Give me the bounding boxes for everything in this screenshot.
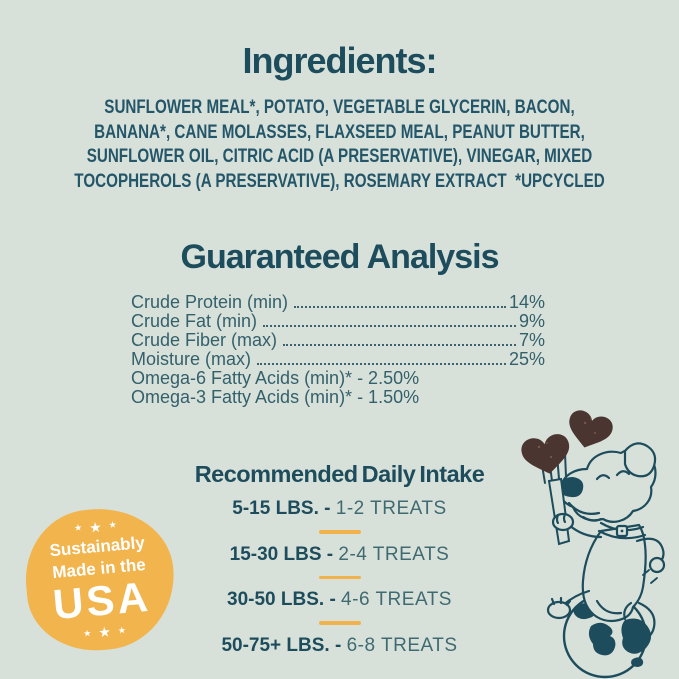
badge-usa-text: USA	[51, 572, 153, 629]
ingredients-list: SUNFLOWER MEAL*, POTATO, VEGETABLE GLYCE…	[74, 97, 605, 193]
daily-intake-title: Recommended Daily Intake	[194, 461, 485, 487]
star-row: ★ ★ ★	[83, 623, 127, 641]
star-icon: ★	[88, 518, 103, 536]
star-icon: ★	[97, 623, 112, 641]
star-icon: ★	[73, 522, 83, 534]
intake-treats: 4-6 TREATS	[341, 589, 452, 610]
analysis-row: Omega-6 Fatty Acids (min)* - 2.50%	[131, 367, 545, 388]
dot-leader	[294, 306, 506, 308]
intake-separator: -	[329, 589, 336, 610]
analysis-row: Moisture (max) 25%	[131, 348, 545, 369]
intake-weight: 30-50 LBS.	[227, 589, 325, 610]
intake-row: 15-30 LBS - 2-4 TREATS	[0, 543, 679, 565]
analysis-row: Crude Fat (min) 9%	[131, 312, 545, 331]
intake-weight: 5-15 LBS.	[232, 498, 319, 519]
intake-row: 5-15 LBS. - 1-2 TREATS	[0, 499, 679, 519]
analysis-value: 14%	[508, 292, 545, 312]
analysis-label: Crude Fiber (max)	[131, 329, 278, 350]
dot-leader	[257, 362, 506, 365]
dog-illustration	[521, 410, 666, 679]
dog-paw-on-fork	[551, 512, 603, 539]
analysis-label: Moisture (max)	[131, 348, 252, 369]
intake-weight: 15-30 LBS	[229, 543, 322, 565]
intake-treats: 2-4 TREATS	[338, 543, 450, 565]
dot-leader	[263, 324, 516, 327]
intake-row: 50-75+ LBS. - 6-8 TREATS	[0, 634, 679, 656]
ingredients-title: Ingredients:	[242, 40, 437, 81]
analysis-label: Crude Fat (min)	[131, 310, 258, 331]
star-row: ★ ★ ★	[74, 518, 118, 536]
intake-separator: -	[334, 634, 342, 656]
intake-treats: 6-8 TREATS	[346, 634, 458, 656]
analysis-label: Omega-3 Fatty Acids (min)* - 1.50%	[131, 386, 420, 407]
star-icon: ★	[108, 519, 118, 531]
intake-row: 30-50 LBS. - 4-6 TREATS	[0, 590, 679, 610]
guaranteed-analysis-table: Crude Protein (min) 14% Crude Fat (min) …	[131, 293, 545, 406]
star-icon: ★	[82, 627, 92, 639]
analysis-label: Omega-6 Fatty Acids (min)* - 2.50%	[131, 367, 420, 388]
analysis-label: Crude Protein (min)	[131, 292, 289, 312]
dog-icon	[546, 442, 666, 641]
heart-treat-icon	[521, 410, 613, 474]
dot-leader	[283, 343, 516, 346]
analysis-row: Omega-3 Fatty Acids (min)* - 1.50%	[131, 386, 545, 407]
intake-separator: -	[324, 498, 331, 519]
guaranteed-analysis-title: Guaranteed Analysis	[180, 238, 500, 276]
intake-treats: 1-2 TREATS	[335, 498, 447, 519]
yellow-divider	[318, 575, 361, 579]
analysis-value: 25%	[508, 348, 545, 369]
analysis-row: Crude Protein (min) 14%	[131, 293, 545, 312]
yellow-divider	[318, 621, 361, 625]
yellow-divider	[318, 530, 361, 534]
intake-weight: 50-75+ LBS.	[221, 634, 330, 656]
intake-separator: -	[326, 543, 334, 565]
daily-intake-table: 5-15 LBS. - 1-2 TREATS 15-30 LBS - 2-4 T…	[0, 499, 679, 656]
analysis-value: 7%	[518, 329, 545, 350]
star-icon: ★	[117, 624, 127, 636]
analysis-row: Crude Fiber (max) 7%	[131, 329, 545, 350]
analysis-value: 9%	[518, 310, 545, 331]
